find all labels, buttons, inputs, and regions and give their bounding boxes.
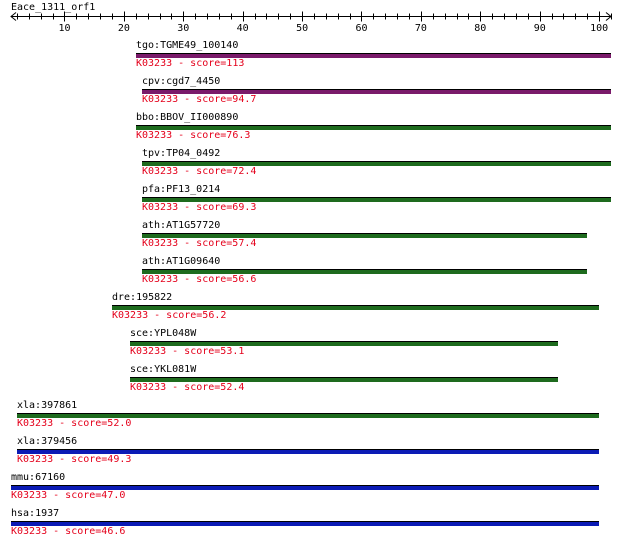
hit-alignment-bar[interactable] xyxy=(142,197,611,202)
hit-alignment-bar[interactable] xyxy=(130,341,558,346)
hit-alignment-bar[interactable] xyxy=(112,305,599,310)
hit-alignment-bar[interactable] xyxy=(142,161,611,166)
ruler-tick-label: 100 xyxy=(590,23,608,34)
hit-ko-score-link[interactable]: K03233 - score=56.6 xyxy=(142,274,257,285)
hit-gene-link[interactable]: xla:379456 xyxy=(17,436,78,447)
hit-ko-score-link[interactable]: K03233 - score=49.3 xyxy=(17,454,132,465)
hit-alignment-bar[interactable] xyxy=(136,53,611,58)
ruler-tick-label: 50 xyxy=(296,23,308,34)
hit-ko-score-link[interactable]: K03233 - score=57.4 xyxy=(142,238,257,249)
hit-gene-link[interactable]: bbo:BBOV_II000890 xyxy=(136,112,239,123)
ruler-tick-label: 40 xyxy=(237,23,249,34)
ruler-tick-label: 80 xyxy=(474,23,486,34)
hit-gene-link[interactable]: xla:397861 xyxy=(17,400,78,411)
hit-ko-score-link[interactable]: K03233 - score=76.3 xyxy=(136,130,251,141)
hit-alignment-bar[interactable] xyxy=(142,269,587,274)
position-ruler: 10 20 30 40 50 60 70 80 90 100 xyxy=(10,11,612,34)
query-name: Eace_1311_orf1 xyxy=(11,2,96,13)
hit-gene-link[interactable]: ath:AT1G09640 xyxy=(142,256,221,267)
hit-gene-link[interactable]: sce:YKL081W xyxy=(130,364,197,375)
hit-ko-score-link[interactable]: K03233 - score=113 xyxy=(136,58,245,69)
hit-ko-score-link[interactable]: K03233 - score=46.6 xyxy=(11,526,126,537)
hit-alignment-bar[interactable] xyxy=(17,449,599,454)
hit-ko-score-link[interactable]: K03233 - score=72.4 xyxy=(142,166,257,177)
hit-ko-score-link[interactable]: K03233 - score=52.4 xyxy=(130,382,245,393)
hit-gene-link[interactable]: cpv:cgd7_4450 xyxy=(142,76,221,87)
hit-gene-link[interactable]: pfa:PF13_0214 xyxy=(142,184,221,195)
hit-ko-score-link[interactable]: K03233 - score=69.3 xyxy=(142,202,257,213)
hit-ko-score-link[interactable]: K03233 - score=56.2 xyxy=(112,310,227,321)
hit-ko-score-link[interactable]: K03233 - score=47.0 xyxy=(11,490,126,501)
hit-alignment-bar[interactable] xyxy=(142,233,587,238)
hit-alignment-bar[interactable] xyxy=(17,413,599,418)
hit-gene-link[interactable]: hsa:1937 xyxy=(11,508,60,519)
hit-gene-link[interactable]: tgo:TGME49_100140 xyxy=(136,40,239,51)
hit-gene-link[interactable]: dre:195822 xyxy=(112,292,173,303)
hit-gene-link[interactable]: ath:AT1G57720 xyxy=(142,220,221,231)
ruler-tick-label: 90 xyxy=(534,23,546,34)
ruler-tick-label: 70 xyxy=(415,23,427,34)
ruler-tick-label: 60 xyxy=(355,23,367,34)
hit-gene-link[interactable]: tpv:TP04_0492 xyxy=(142,148,221,159)
hit-ko-score-link[interactable]: K03233 - score=52.0 xyxy=(17,418,132,429)
hit-alignment-bar[interactable] xyxy=(130,377,558,382)
hit-gene-link[interactable]: mmu:67160 xyxy=(11,472,66,483)
hit-ko-score-link[interactable]: K03233 - score=53.1 xyxy=(130,346,245,357)
hit-ko-score-link[interactable]: K03233 - score=94.7 xyxy=(142,94,257,105)
hit-alignment-bar[interactable] xyxy=(136,125,611,130)
hit-alignment-bar[interactable] xyxy=(11,521,599,526)
hit-alignment-bar[interactable] xyxy=(11,485,599,490)
hit-gene-link[interactable]: sce:YPL048W xyxy=(130,328,197,339)
ruler-tick-label: 20 xyxy=(118,23,130,34)
ruler-left-arrow xyxy=(10,12,17,21)
hit-alignment-bar[interactable] xyxy=(142,89,611,94)
ruler-tick-label: 30 xyxy=(177,23,189,34)
ruler-tick-label: 10 xyxy=(58,23,70,34)
